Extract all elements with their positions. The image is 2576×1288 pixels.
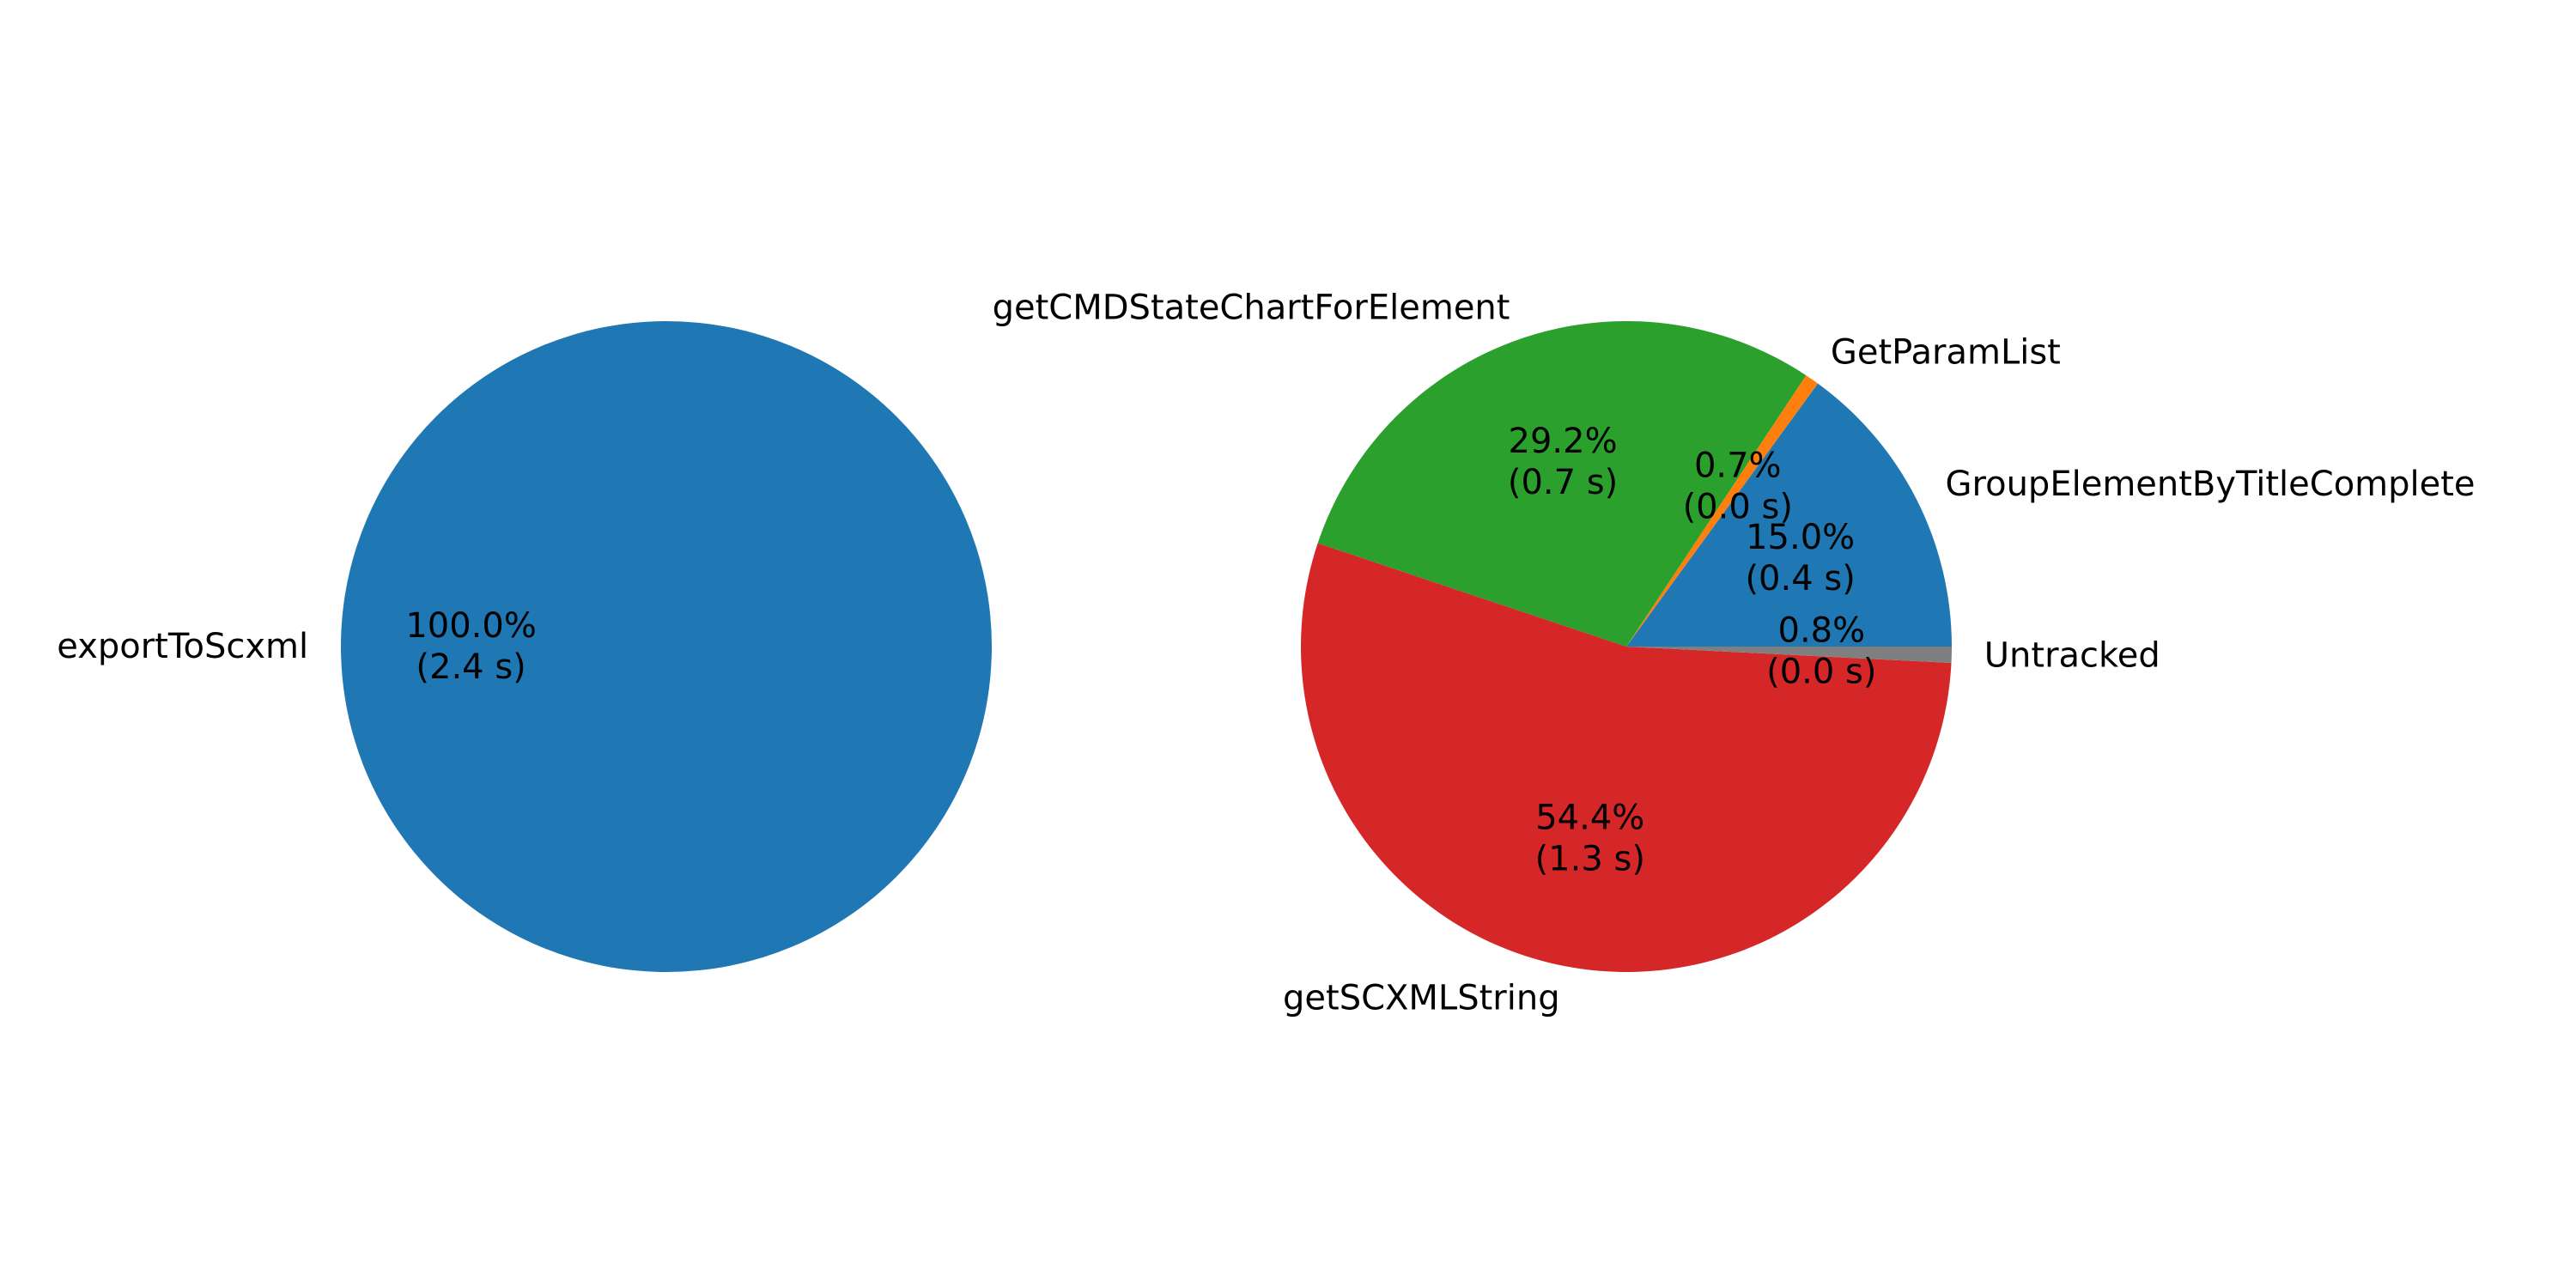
- label-group-element-by-title-complete: GroupElementByTitleComplete: [1946, 465, 2476, 504]
- pct-label-untracked-line: 0.8%: [1778, 611, 1866, 651]
- pct-label-get-cmdstate-chart-for-element-line: (0.7 s): [1508, 463, 1618, 502]
- pct-label-get-param-list-line: (0.0 s): [1683, 487, 1793, 526]
- slice-export-to-scxml: [341, 321, 992, 972]
- slice-group-element-by-title-complete: [1626, 383, 1952, 647]
- pct-label-export-to-scxml-line: (2.4 s): [416, 647, 526, 687]
- pct-label-get-scxmlstring: 54.4% (1.3 s): [1535, 798, 1645, 878]
- pie-labels: exportToScxml 100.0% (2.4 s): [57, 606, 537, 687]
- pct-label-untracked-line: (0.0 s): [1766, 653, 1876, 692]
- pct-label-get-param-list-line: 0.7%: [1694, 446, 1782, 485]
- label-get-param-list: GetParamList: [1831, 333, 2061, 373]
- slice-untracked: [1626, 647, 1952, 664]
- pct-label-group-element-by-title-complete-line: (0.4 s): [1745, 559, 1855, 598]
- label-untracked: Untracked: [1984, 635, 2160, 675]
- slice-get-scxmlstring: [1301, 543, 1952, 973]
- pct-label-get-scxmlstring-line: (1.3 s): [1535, 839, 1645, 878]
- pct-label-export-to-scxml-line: 100.0%: [405, 606, 537, 646]
- pct-label-group-element-by-title-complete: 15.0% (0.4 s): [1745, 518, 1855, 598]
- slice-get-param-list: [1626, 375, 1819, 647]
- pct-label-get-scxmlstring-line: 54.4%: [1535, 798, 1644, 837]
- pie-slices: [341, 321, 992, 972]
- pie-chart-breakdown: GroupElementByTitleComplete 15.0% (0.4 s) G…: [993, 289, 2476, 1018]
- pct-label-export-to-scxml: 100.0% (2.4 s): [405, 606, 537, 687]
- pct-label-get-cmdstate-chart-for-element-line: 29.2%: [1509, 422, 1618, 461]
- pie-chart-exportToScxml: exportToScxml 100.0% (2.4 s): [57, 321, 992, 972]
- pct-label-untracked: 0.8% (0.0 s): [1766, 611, 1876, 692]
- label-get-cmdstate-chart-for-element: getCMDStateChartForElement: [993, 289, 1510, 328]
- label-get-scxmlstring: getSCXMLString: [1283, 979, 1560, 1018]
- pct-label-get-param-list: 0.7% (0.0 s): [1683, 446, 1793, 526]
- pie-labels: GroupElementByTitleComplete 15.0% (0.4 s) G…: [993, 289, 2476, 1018]
- pct-label-get-cmdstate-chart-for-element: 29.2% (0.7 s): [1508, 422, 1618, 502]
- pct-label-group-element-by-title-complete-line: 15.0%: [1746, 518, 1855, 557]
- pie-slices: [1301, 320, 1952, 973]
- slice-get-cmdstate-chart-for-element: [1317, 320, 1807, 647]
- label-export-to-scxml: exportToScxml: [57, 627, 308, 666]
